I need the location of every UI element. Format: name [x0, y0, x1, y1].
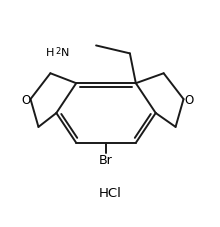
Text: 2: 2 — [55, 47, 60, 56]
Text: O: O — [21, 93, 30, 106]
Text: HCl: HCl — [99, 186, 121, 199]
Text: N: N — [61, 48, 70, 58]
Text: O: O — [185, 93, 194, 106]
Text: H: H — [46, 48, 54, 58]
Text: Br: Br — [99, 153, 113, 166]
